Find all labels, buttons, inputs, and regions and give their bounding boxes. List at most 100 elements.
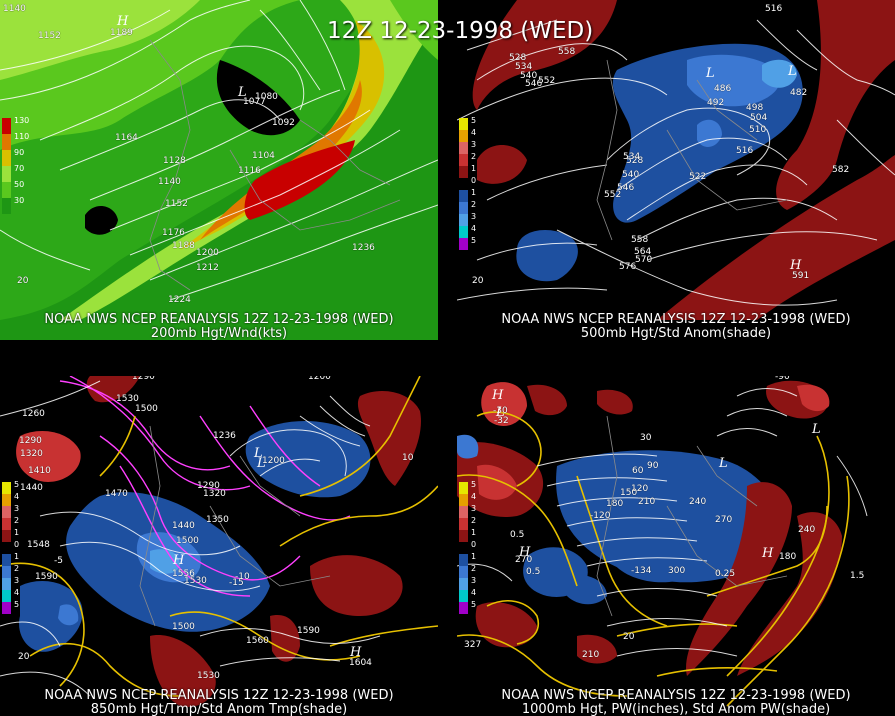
contour-label: -10 xyxy=(235,572,250,582)
legend-swatch: 50 xyxy=(2,180,24,198)
legend-swatch: 0 xyxy=(2,540,19,554)
legend-swatch: 5 xyxy=(459,600,476,614)
contour-label: 1604 xyxy=(349,658,372,668)
contour-label: 1500 xyxy=(135,404,158,414)
contour-label: 1440 xyxy=(172,521,195,531)
contour-label: -32 xyxy=(494,416,509,426)
contour-label: 1080 xyxy=(255,92,278,102)
contour-label: 1236 xyxy=(213,431,236,441)
contour-label: 1236 xyxy=(352,243,375,253)
contour-label: 1092 xyxy=(272,118,295,128)
legend-swatch: 30 xyxy=(2,196,24,214)
contour-label: 0.5 xyxy=(510,530,525,540)
legend-swatch: 70 xyxy=(2,164,24,182)
legend-swatch: 4 xyxy=(2,588,19,602)
contour-label: 20 xyxy=(623,632,635,642)
map-200mb xyxy=(0,0,438,340)
contour-label: 546 xyxy=(617,183,635,193)
contour-label: 1176 xyxy=(162,228,185,238)
contour-label: 1188 xyxy=(172,241,195,251)
contour-label: 1590 xyxy=(297,626,320,636)
contour-label: 1410 xyxy=(28,466,51,476)
legend-swatch: 5 xyxy=(459,236,476,250)
contour-label: 558 xyxy=(558,47,576,57)
legend-850mb: 5 4 3 2 1 0 1 2 3 4 5 xyxy=(2,480,19,614)
contour-label: 1530 xyxy=(184,576,207,586)
contour-label: -90 xyxy=(775,376,790,382)
legend-swatch: 2 xyxy=(459,200,476,214)
contour-label: 498 xyxy=(746,103,764,113)
legend-swatch: 2 xyxy=(459,516,476,530)
contour-label: 1200 xyxy=(262,456,285,466)
contour-label: 300 xyxy=(668,566,686,576)
contour-label: 1200 xyxy=(308,376,331,382)
contour-label: 0.25 xyxy=(715,569,736,579)
contour-label: 1224 xyxy=(168,295,191,305)
contour-label: 20 xyxy=(17,276,29,286)
contour-label: 1290 xyxy=(19,436,42,446)
contour-label: 1500 xyxy=(172,622,195,632)
contour-label: 120 xyxy=(631,484,649,494)
legend-swatch: 1 xyxy=(459,164,476,178)
contour-label: 1470 xyxy=(105,489,128,499)
caption-source: NOAA NWS NCEP REANALYSIS 12Z 12-23-1998 … xyxy=(44,688,394,703)
caption-source: NOAA NWS NCEP REANALYSIS 12Z 12-23-1998 … xyxy=(501,312,851,327)
contour-label: 1500 xyxy=(176,536,199,546)
high-pressure-marker: H xyxy=(350,645,362,660)
contour-label: 1.5 xyxy=(850,571,865,581)
contour-label: 1350 xyxy=(206,515,229,525)
legend-swatch: 1 xyxy=(2,528,19,542)
legend-swatch: 4 xyxy=(459,224,476,238)
legend-swatch: 1 xyxy=(2,552,19,566)
contour-label: 270 xyxy=(515,555,533,565)
contour-label: 30 xyxy=(640,433,652,443)
contour-label: 552 xyxy=(538,76,556,86)
contour-label: 576 xyxy=(619,262,637,272)
legend-swatch: 5 xyxy=(459,116,476,130)
contour-label: 1530 xyxy=(197,671,220,681)
legend-swatch: 110 xyxy=(2,132,29,150)
legend-swatch: 2 xyxy=(2,564,19,578)
contour-label: 522 xyxy=(689,172,707,182)
contour-label: 528 xyxy=(626,156,644,166)
contour-label: 516 xyxy=(765,4,783,14)
panel-850mb: 5 4 3 2 1 0 1 2 3 4 5 1200 1290 1530 1500 12… xyxy=(0,376,438,716)
contour-label: 180 xyxy=(779,552,797,562)
contour-label: 1530 xyxy=(116,394,139,404)
contour-label: 582 xyxy=(832,165,850,175)
legend-swatch: 3 xyxy=(2,576,19,590)
legend-swatch: 5 xyxy=(2,600,19,614)
caption-source: NOAA NWS NCEP REANALYSIS 12Z 12-23-1998 … xyxy=(44,312,394,327)
legend-swatch: 1 xyxy=(459,528,476,542)
contour-label: 552 xyxy=(604,190,622,200)
contour-label: 150 xyxy=(620,488,638,498)
contour-label: 240 xyxy=(689,497,707,507)
contour-label: 510 xyxy=(749,125,767,135)
legend-swatch: 130 xyxy=(2,116,29,134)
contour-label: 1290 xyxy=(132,376,155,382)
contour-label: 1320 xyxy=(203,489,226,499)
contour-label: 60 xyxy=(632,466,644,476)
legend-500mb: 5 4 3 2 1 0 1 2 3 4 5 xyxy=(459,116,476,250)
contour-label: 1200 xyxy=(196,248,219,258)
caption-field: 500mb Hgt/Std Anom(shade) xyxy=(580,326,772,340)
contour-label: -15 xyxy=(229,578,244,588)
contour-label: 1077 xyxy=(243,97,266,107)
contour-label: 1164 xyxy=(115,133,138,143)
contour-label: 180 xyxy=(606,499,624,509)
contour-label: 1590 xyxy=(35,572,58,582)
contour-label: 1440 xyxy=(20,483,43,493)
map-500mb xyxy=(457,0,895,340)
legend-swatch: 4 xyxy=(459,588,476,602)
low-pressure-marker: L xyxy=(496,405,505,420)
legend-swatch: 4 xyxy=(459,128,476,142)
contour-label: 1140 xyxy=(158,177,181,187)
contour-label: 492 xyxy=(707,98,725,108)
map-850mb xyxy=(0,376,438,716)
contour-label: 1260 xyxy=(22,409,45,419)
high-pressure-marker: H xyxy=(117,14,129,29)
contour-label: 1116 xyxy=(238,166,261,176)
contour-label: 1290 xyxy=(197,481,220,491)
legend-swatch: 2 xyxy=(459,152,476,166)
contour-label: 1140 xyxy=(3,4,26,14)
